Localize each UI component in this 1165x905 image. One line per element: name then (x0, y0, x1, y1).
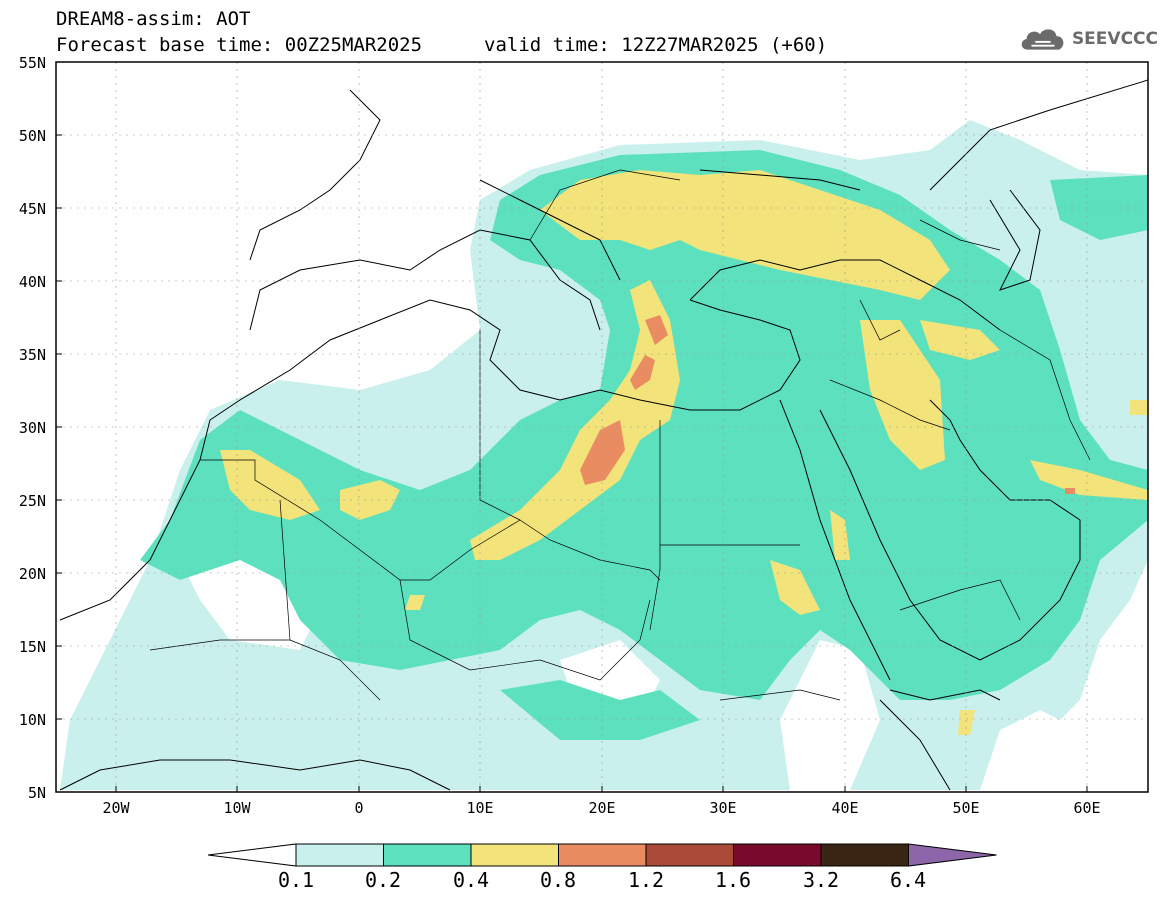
x-tick-label: 0 (354, 799, 364, 817)
axis-ticks (56, 134, 1088, 792)
y-tick-label: 35N (18, 346, 46, 364)
colorbar-label: 6.4 (889, 868, 927, 892)
forecast-base-time: Forecast base time: 00Z25MAR2025 (56, 34, 423, 56)
y-tick-label: 45N (18, 200, 46, 218)
gridlines (56, 62, 1148, 792)
x-tick-label: 10E (466, 799, 494, 817)
colorbar-segment (207, 843, 297, 867)
colorbar-label: 0.8 (539, 868, 577, 892)
x-tick-label: 50E (952, 799, 980, 817)
x-tick-label: 20W (102, 799, 130, 817)
y-tick-label: 50N (18, 127, 46, 145)
y-tick-label: 25N (18, 492, 46, 510)
aot-level-0.4 (220, 450, 320, 520)
colorbar-segment (470, 843, 559, 867)
colorbar-segment (383, 843, 472, 867)
aot-level-0.8 (580, 420, 625, 485)
y-tick-label: 30N (18, 419, 46, 437)
cloud-icon (1021, 29, 1064, 50)
valid-time: valid time: 12Z27MAR2025 (+60) (484, 34, 828, 56)
colorbar-label: 0.1 (277, 868, 315, 892)
y-tick-label: 40N (18, 273, 46, 291)
x-tick-label: 20E (588, 799, 616, 817)
y-tick-label: 5N (27, 784, 46, 802)
y-tick-label: 20N (18, 565, 46, 583)
logo-text: SEEVCCC (1071, 29, 1158, 49)
x-tick-label: 10W (223, 799, 251, 817)
colorbar-segment (908, 843, 997, 867)
x-tick-label: 30E (709, 799, 737, 817)
y-tick-label: 55N (18, 54, 46, 72)
colorbar-segment (820, 843, 909, 867)
x-tick-label: 60E (1073, 799, 1101, 817)
colorbar-segment (295, 843, 384, 867)
colorbar-label: 0.2 (364, 868, 402, 892)
colorbar-segment (558, 843, 647, 867)
coastlines (59, 79, 1148, 791)
y-tick-label: 10N (18, 711, 46, 729)
chart-title: DREAM8-assim: AOT (56, 8, 251, 30)
colorbar-label: 3.2 (802, 868, 840, 892)
x-tick-label: 40E (831, 799, 859, 817)
colorbar-label: 0.4 (452, 868, 490, 892)
aot-field (60, 120, 1148, 790)
seevccc-logo: SEEVCCC (1018, 22, 1158, 56)
colorbar-label: 1.2 (627, 868, 665, 892)
country-borders (149, 169, 1091, 701)
colorbar-segment (733, 843, 822, 867)
colorbar-segment (645, 843, 734, 867)
colorbar-label: 1.6 (714, 868, 752, 892)
y-tick-label: 15N (18, 638, 46, 656)
